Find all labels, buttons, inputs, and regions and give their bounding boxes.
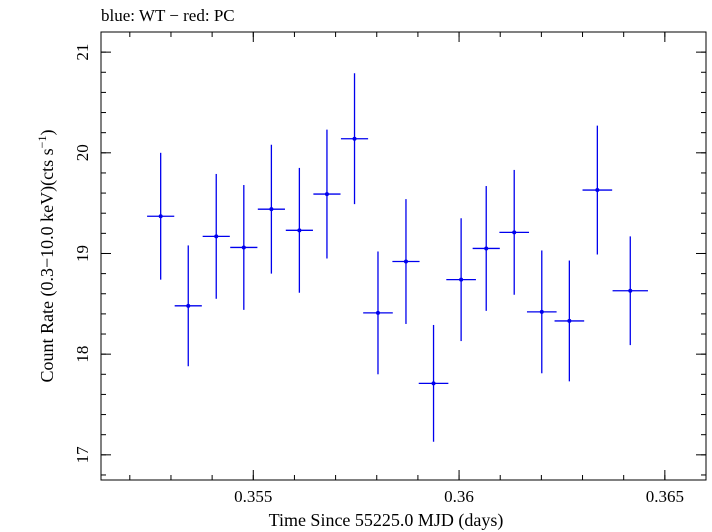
data-marker bbox=[375, 310, 380, 315]
data-marker bbox=[595, 188, 600, 193]
x-tick-label: 0.36 bbox=[444, 487, 474, 506]
data-point bbox=[285, 167, 313, 293]
y-axis-label: Count Rate (0.3−10.0 keV)(cts s−1) bbox=[35, 130, 58, 383]
data-point bbox=[174, 245, 202, 367]
data-marker bbox=[297, 228, 302, 233]
data-marker bbox=[186, 303, 191, 308]
data-marker bbox=[324, 192, 329, 197]
data-point bbox=[363, 251, 393, 375]
x-axis-label: Time Since 55225.0 MJD (days) bbox=[269, 510, 504, 531]
x-tick-label: 0.355 bbox=[234, 487, 272, 506]
y-axis-label-superscript: −1 bbox=[35, 136, 49, 149]
y-tick-label: 18 bbox=[73, 346, 92, 363]
data-point bbox=[147, 152, 175, 280]
data-point bbox=[554, 260, 585, 382]
data-point bbox=[499, 169, 530, 295]
x-tick-label: 0.365 bbox=[646, 487, 684, 506]
data-point bbox=[313, 129, 341, 259]
y-tick-label: 21 bbox=[73, 44, 92, 61]
plot-frame bbox=[100, 31, 707, 481]
data-marker bbox=[512, 230, 517, 235]
data-marker bbox=[484, 246, 489, 251]
data-point bbox=[446, 218, 476, 342]
data-point bbox=[392, 199, 420, 324]
y-tick-label: 19 bbox=[73, 245, 92, 262]
data-point bbox=[257, 144, 285, 274]
data-marker bbox=[431, 381, 436, 386]
data-marker bbox=[539, 309, 544, 314]
y-tick-label: 20 bbox=[73, 144, 92, 161]
data-marker bbox=[567, 318, 572, 323]
data-point bbox=[230, 185, 258, 310]
y-tick-label: 17 bbox=[73, 446, 92, 464]
chart-title: blue: WT − red: PC bbox=[101, 6, 235, 25]
data-point bbox=[472, 186, 500, 311]
y-axis-label-main: Count Rate (0.3−10.0 keV)(cts s bbox=[37, 148, 58, 382]
data-marker bbox=[459, 277, 464, 282]
axis-ticks bbox=[101, 31, 707, 480]
data-point bbox=[582, 125, 613, 255]
data-point bbox=[340, 73, 369, 205]
data-point bbox=[526, 250, 557, 374]
data-point bbox=[418, 324, 449, 442]
data-marker bbox=[158, 214, 163, 219]
data-marker bbox=[241, 245, 246, 250]
data-marker bbox=[403, 259, 408, 264]
tick-labels: 0.355 0.36 0.365 17 18 19 20 21 bbox=[73, 44, 684, 506]
y-axis-label-close: ) bbox=[37, 130, 58, 136]
data-marker bbox=[352, 136, 357, 141]
data-marker bbox=[628, 288, 633, 293]
data-marker bbox=[269, 207, 274, 212]
data-point bbox=[202, 173, 230, 299]
data-points bbox=[147, 73, 648, 442]
data-point bbox=[612, 236, 648, 346]
data-marker bbox=[214, 234, 219, 239]
